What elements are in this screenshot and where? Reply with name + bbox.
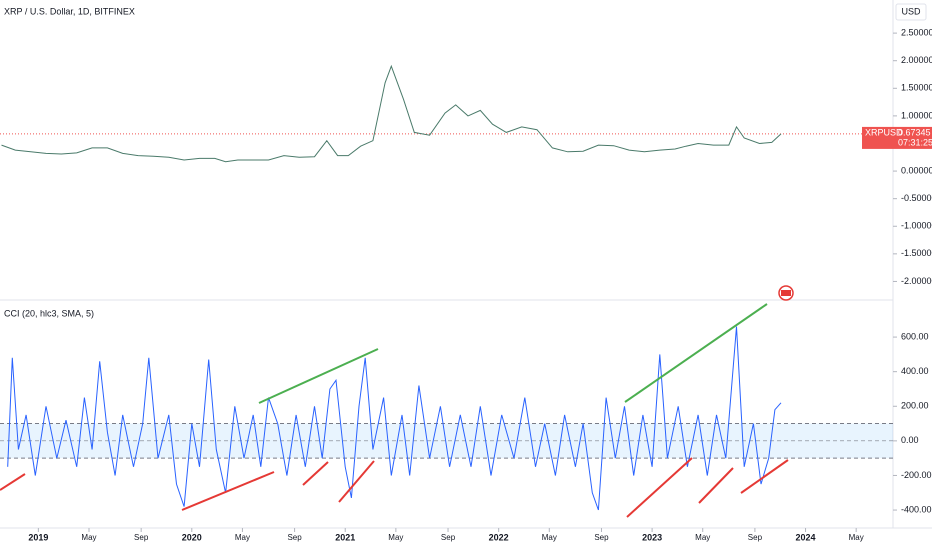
x-tick-label: 2024 bbox=[796, 532, 816, 542]
price-tag bbox=[862, 126, 932, 149]
y-tick-label: 2.00000 bbox=[901, 55, 932, 65]
x-tick-label: Sep bbox=[441, 533, 456, 542]
x-tick-label: Sep bbox=[134, 533, 149, 542]
x-tick-label: Sep bbox=[287, 533, 302, 542]
y-tick-label: -2.00000 bbox=[901, 276, 932, 286]
x-tick-label: May bbox=[81, 533, 96, 542]
trend-line bbox=[302, 461, 329, 486]
y-tick-label: 0.00 bbox=[901, 435, 919, 445]
x-tick-label: May bbox=[388, 533, 403, 542]
y-tick-label: 200.00 bbox=[901, 401, 929, 411]
y-tick-label: 0.00000 bbox=[901, 165, 932, 175]
x-tick-label: 2021 bbox=[335, 532, 355, 542]
x-tick-label: May bbox=[849, 533, 864, 542]
y-tick-label: -1.00000 bbox=[901, 221, 932, 231]
countdown: 07:31:25 bbox=[898, 137, 932, 147]
y-tick-label: 400.00 bbox=[901, 366, 929, 376]
trend-line bbox=[181, 471, 275, 511]
y-tick-label: -0.50000 bbox=[901, 193, 932, 203]
x-tick-label: 2023 bbox=[642, 532, 662, 542]
x-tick-label: Sep bbox=[594, 533, 609, 542]
x-tick-label: May bbox=[695, 533, 710, 542]
currency: USD bbox=[901, 6, 921, 16]
x-tick-label: Sep bbox=[748, 533, 763, 542]
y-tick-label: -1.50000 bbox=[901, 248, 932, 258]
cci-line bbox=[7, 326, 782, 511]
price-line bbox=[1, 64, 782, 163]
x-tick-label: 2019 bbox=[28, 532, 48, 542]
trend-line bbox=[626, 457, 693, 518]
indicator-title: CCI (20, hlc3, SMA, 5) bbox=[4, 308, 94, 318]
trend-line bbox=[698, 467, 734, 504]
x-tick-label: May bbox=[542, 533, 557, 542]
x-tick-label: 2020 bbox=[182, 532, 202, 542]
currency-box[interactable] bbox=[895, 3, 927, 21]
event-flag bbox=[781, 290, 791, 296]
x-tick-label: 2022 bbox=[489, 532, 509, 542]
x-tick-label: May bbox=[235, 533, 250, 542]
chart-title: XRP / U.S. Dollar, 1D, BITFINEX bbox=[4, 6, 135, 16]
y-tick-label: -200.00 bbox=[901, 470, 932, 480]
trend-line bbox=[624, 303, 768, 403]
y-tick-label: 2.50000 bbox=[901, 27, 932, 37]
trend-line bbox=[0, 473, 26, 491]
y-tick-label: 1.50000 bbox=[901, 83, 932, 93]
y-tick-label: 600.00 bbox=[901, 331, 929, 341]
y-tick-label: -400.00 bbox=[901, 504, 932, 514]
symbol-label: XRPUSD bbox=[865, 127, 903, 137]
trend-line bbox=[740, 459, 789, 494]
trend-line bbox=[258, 348, 379, 404]
trend-line bbox=[338, 460, 375, 503]
last-price-label: 0.67345 bbox=[898, 127, 931, 137]
y-tick-label: 1.00000 bbox=[901, 110, 932, 120]
